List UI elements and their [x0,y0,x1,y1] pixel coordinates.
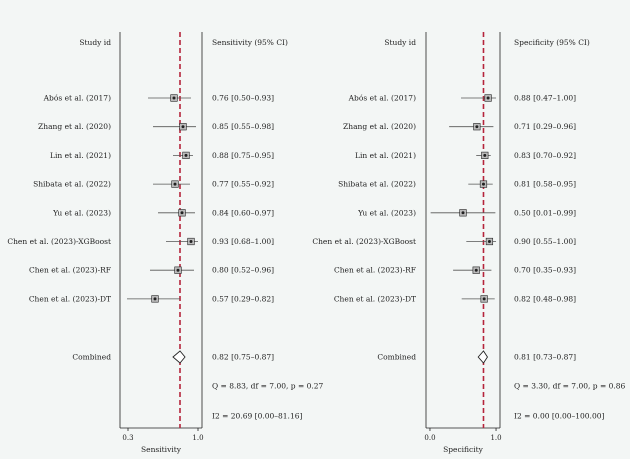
specificity-panel: Study id Specificity (95% CI) Abós et al. … [312,32,626,454]
study-label: Yu et al. (2023) [52,208,111,217]
study-label: Chen et al. (2023)-XGBoost [7,237,111,246]
study-label: Yu et al. (2023) [357,208,416,217]
study-id-header: Study id [384,38,416,47]
combined-estimate-text: 0.82 [0.75–0.87] [212,353,274,362]
point-estimate-dot [181,125,185,129]
estimate-ci-text: 0.85 [0.55–0.98] [212,122,274,131]
combined-estimate-text: 0.81 [0.73–0.87] [514,353,576,362]
point-estimate-dot [180,211,184,215]
point-estimate-dot [172,96,176,100]
study-label: Lin et al. (2021) [355,151,416,160]
point-estimate-dot [189,240,193,243]
estimate-ci-text: 0.80 [0.52–0.96] [212,266,274,275]
study-label: Chen et al. (2023)-DT [29,294,111,303]
q-statistic-text: Q = 8.83, df = 7.00, p = 0.27 [212,382,324,391]
combined-diamond [172,350,186,364]
x-axis-title: Specificity [443,445,484,454]
study-label: Zhang et al. (2020) [38,122,111,131]
study-label: Abós et al. (2017) [43,94,111,103]
estimate-ci-text: 0.57 [0.29–0.82] [212,294,274,303]
i-squared-text: I2 = 0.00 [0.00–100.00] [514,412,604,421]
x-tick-label: 1.0 [192,434,203,442]
point-estimate-dot [153,297,157,301]
study-label: Chen et al. (2023)-RF [334,266,416,275]
point-estimate-dot [474,268,478,272]
point-estimate-dot [184,153,188,157]
point-estimate-dot [483,153,487,157]
combined-label: Combined [377,353,416,362]
estimate-ci-text: 0.88 [0.75–0.95] [212,151,274,160]
estimate-header: Specificity (95% CI) [514,38,590,47]
point-estimate-dot [173,182,177,186]
combined-label: Combined [72,353,111,362]
x-tick-label: 0.0 [424,434,435,442]
estimate-ci-text: 0.77 [0.55–0.92] [212,180,274,189]
estimate-ci-text: 0.70 [0.35–0.93] [514,266,576,275]
q-statistic-text: Q = 3.30, df = 7.00, p = 0.86 [514,382,626,391]
study-label: Chen et al. (2023)-DT [334,294,416,303]
estimate-ci-text: 0.71 [0.29–0.96] [514,122,576,131]
study-label: Shibata et al. (2022) [338,180,416,189]
point-estimate-dot [487,240,491,243]
point-estimate-dot [475,125,479,129]
point-estimate-dot [461,211,465,215]
point-estimate-dot [481,182,485,186]
estimate-ci-text: 0.81 [0.58–0.95] [514,180,576,189]
sensitivity-panel: Study id Sensitivity (95% CI) Abós et al. … [7,32,324,454]
point-estimate-dot [482,297,486,301]
study-label: Zhang et al. (2020) [343,122,416,131]
estimate-ci-text: 0.82 [0.48–0.98] [514,294,576,303]
estimate-ci-text: 0.84 [0.60–0.97] [212,208,274,217]
x-tick-label: 1.0 [490,434,501,442]
study-id-header: Study id [79,38,111,47]
estimate-ci-text: 0.76 [0.50–0.93] [212,94,274,103]
x-axis-title: Sensitivity [141,445,182,454]
study-label: Chen et al. (2023)-XGBoost [312,237,416,246]
study-label: Abós et al. (2017) [348,94,416,103]
point-estimate-dot [486,96,490,100]
estimate-ci-text: 0.50 [0.01–0.99] [514,208,576,217]
study-label: Chen et al. (2023)-RF [29,266,111,275]
i-squared-text: I2 = 20.69 [0.00–81.16] [212,412,302,421]
point-estimate-dot [176,268,180,272]
estimate-header: Sensitivity (95% CI) [212,38,288,47]
x-tick-label: 0.3 [122,434,133,442]
study-label: Lin et al. (2021) [50,151,111,160]
combined-diamond [477,350,488,364]
estimate-ci-text: 0.88 [0.47–1.00] [514,94,576,103]
estimate-ci-text: 0.93 [0.68–1.00] [212,237,274,246]
study-label: Shibata et al. (2022) [33,180,111,189]
estimate-ci-text: 0.90 [0.55–1.00] [514,237,576,246]
estimate-ci-text: 0.83 [0.70–0.92] [514,151,576,160]
